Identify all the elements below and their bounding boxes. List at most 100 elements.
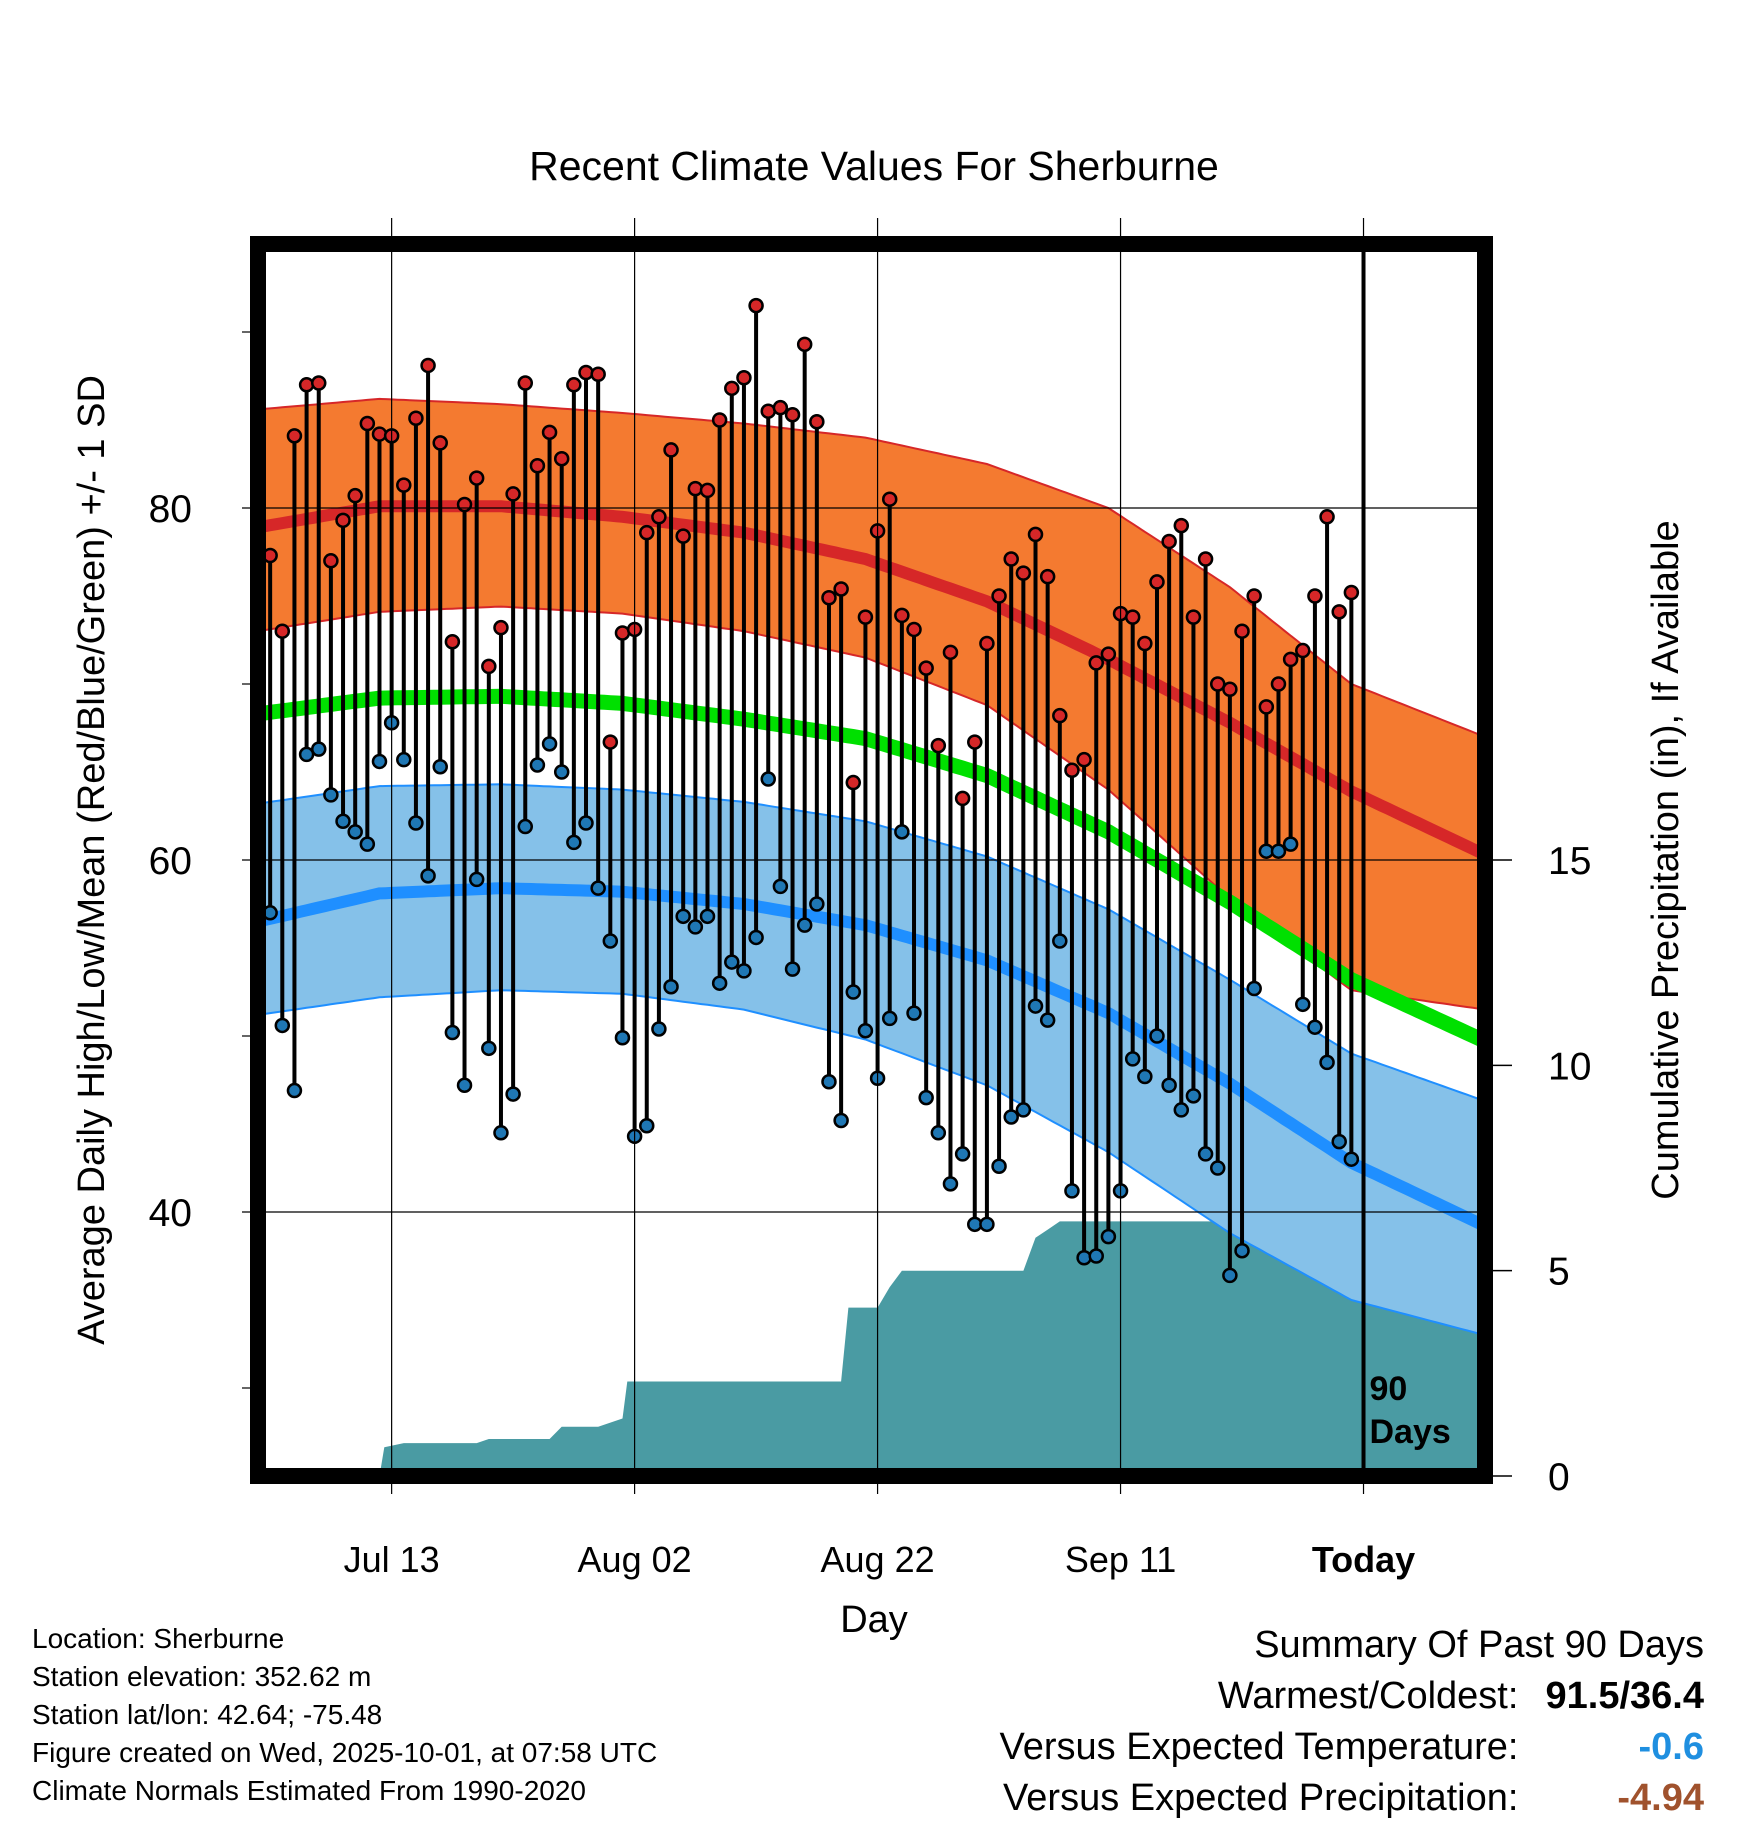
daily-low-point [857, 1022, 874, 1039]
temp-label: Versus Expected Temperature: [999, 1726, 1519, 1768]
daily-low-point [408, 815, 424, 831]
daily-low-point [784, 961, 801, 977]
daily-high-point [1222, 681, 1238, 698]
daily-low-point [821, 1074, 837, 1090]
daily-high-point [845, 774, 862, 791]
daily-low-point [894, 824, 910, 840]
daily-high-point [590, 366, 606, 382]
daily-low-point [833, 1112, 849, 1129]
daily-low-point [493, 1125, 509, 1141]
today-days-word: Days [1370, 1413, 1451, 1451]
mean-line [258, 688, 1485, 1049]
daily-high-point [1137, 635, 1153, 652]
daily-low-point [553, 764, 570, 780]
daily-high-point [1161, 533, 1177, 550]
precip-area [258, 1172, 1485, 1476]
daily-low-point [614, 1030, 631, 1046]
daily-high-point [833, 581, 849, 597]
daily-low-point [772, 878, 789, 895]
daily-range-sticks [262, 297, 1360, 1284]
daily-high-point [602, 734, 619, 750]
y-tick-label: 80 [149, 488, 192, 531]
daily-high-point [991, 588, 1007, 604]
daily-low-point [505, 1086, 521, 1102]
daily-high-point [1246, 588, 1262, 604]
location-label: Location: Sherburne [32, 1623, 285, 1654]
daily-low-point [359, 836, 376, 852]
daily-low-point [1319, 1054, 1335, 1071]
daily-low-point [991, 1158, 1007, 1174]
daily-low-point [881, 1010, 898, 1027]
daily-high-point [894, 607, 910, 624]
daily-high-point [687, 480, 704, 497]
daily-high-point [784, 406, 801, 423]
daily-low-point [675, 908, 691, 925]
precip-value: -4.94 [1617, 1777, 1704, 1819]
daily-low-point [566, 834, 582, 851]
warm-cold-value: 91.5/36.4 [1545, 1675, 1704, 1717]
daily-high-point [1270, 676, 1287, 692]
daily-high-point [942, 644, 959, 661]
daily-low-point [796, 917, 813, 933]
daily-low-point [396, 751, 412, 768]
daily-low-point [1173, 1102, 1190, 1118]
today-days-count: 90 [1370, 1370, 1408, 1408]
daily-high-point [493, 619, 509, 636]
daily-low-point [1331, 1133, 1347, 1150]
daily-low-point [444, 1024, 461, 1041]
summary-title: Summary Of Past 90 Days [1254, 1624, 1704, 1666]
daily-high-point [481, 658, 497, 675]
daily-low-point [1027, 998, 1044, 1014]
daily-high-point [1307, 588, 1323, 604]
daily-high-point [371, 426, 388, 442]
created-label: Figure created on Wed, 2025-10-01, at 07… [32, 1737, 658, 1768]
y-tick-label: 60 [149, 840, 192, 883]
daily-low-point [468, 871, 485, 888]
daily-low-point [590, 880, 606, 896]
daily-high-point [1331, 604, 1347, 620]
warm-cold-label: Warmest/Coldest: [1217, 1675, 1519, 1717]
daily-low-point [918, 1089, 934, 1106]
temp-row: Versus Expected Temperature: -0.6 [1000, 1722, 1704, 1773]
daily-low-point [930, 1125, 947, 1141]
daily-high-point [1258, 699, 1275, 715]
daily-low-point [1064, 1183, 1080, 1199]
daily-low-point [602, 933, 619, 949]
low-mean-line [258, 882, 1485, 1232]
daily-low-point [1234, 1242, 1250, 1259]
daily-high-point [323, 553, 339, 569]
daily-low-point [1295, 996, 1311, 1013]
daily-low-point [845, 984, 862, 1000]
daily-low-point [1137, 1068, 1153, 1085]
daily-high-point [724, 380, 740, 397]
y2-tick-label: 10 [1548, 1045, 1591, 1088]
plot-area [258, 297, 1485, 1476]
y2-axis-label: Cumulative Precipitation (in), If Availa… [1645, 520, 1687, 1199]
x-tick-label: Aug 22 [821, 1539, 935, 1580]
daily-low-point [1343, 1151, 1360, 1167]
daily-high-point [1197, 551, 1214, 567]
daily-high-point [553, 450, 570, 467]
daily-high-point [1173, 517, 1190, 534]
daily-high-point [310, 375, 327, 391]
daily-high-point [1185, 609, 1202, 625]
daily-low-point [1185, 1088, 1202, 1104]
daily-high-point [796, 336, 813, 353]
daily-high-point [432, 435, 448, 451]
daily-high-point [1027, 526, 1044, 543]
axes: 90 Days 40 60 80 0 5 10 15 Jul 13 Aug 02 Aug 22 Sep … [149, 244, 1591, 1580]
daily-high-point [274, 623, 291, 639]
daily-high-point [566, 377, 582, 393]
y2-tick-label: 5 [1548, 1251, 1570, 1294]
x-axis-label: Day [840, 1599, 908, 1641]
y-tick-label: 40 [149, 1192, 192, 1235]
daily-high-point [456, 496, 473, 513]
normals-source-label: Climate Normals Estimated From 1990-2020 [32, 1775, 586, 1806]
station-info: Location: Sherburne Station elevation: 3… [32, 1620, 657, 1810]
grid [242, 218, 1485, 1476]
daily-high-point [1015, 565, 1032, 581]
daily-high-point [1039, 568, 1056, 585]
daily-low-point [687, 919, 704, 935]
daily-high-point [335, 512, 351, 529]
